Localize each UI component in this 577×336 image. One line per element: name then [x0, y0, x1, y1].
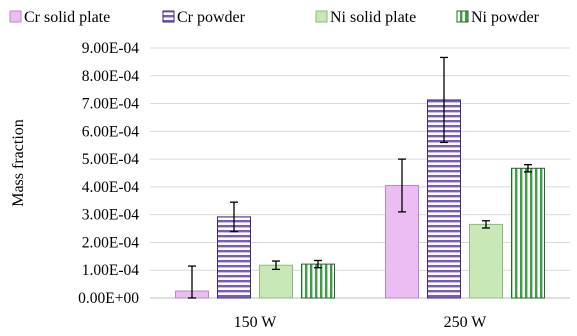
y-tick-label: 9.00E-04 — [82, 40, 140, 57]
legend-swatch — [315, 10, 328, 23]
y-tick-label: 2.00E-04 — [82, 234, 140, 251]
y-tick-label: 7.00E-04 — [82, 96, 140, 113]
gridlines — [150, 47, 570, 299]
legend-label: Cr powder — [177, 9, 246, 26]
bar — [259, 264, 293, 299]
x-axis-ticks: 150 W 250 W — [234, 314, 488, 331]
legend: Cr solid plate Cr powder Ni solid plate Ni … — [9, 9, 540, 26]
y-tick-label: 6.00E-04 — [82, 123, 140, 140]
y-tick-label: 5.00E-04 — [82, 151, 140, 168]
legend-swatch — [9, 10, 22, 23]
bar — [301, 263, 335, 299]
bar — [385, 185, 419, 299]
legend-swatch — [162, 10, 175, 23]
y-tick-label: 3.00E-04 — [82, 207, 140, 224]
y-tick-label: 8.00E-04 — [82, 68, 140, 85]
y-axis-ticks: 0.00E+00 1.00E-04 2.00E-04 3.00E-04 4.00E-04… — [78, 40, 139, 307]
x-tick-label: 150 W — [234, 314, 278, 331]
x-tick-label: 250 W — [444, 314, 488, 331]
y-axis-label: Mass fraction — [10, 119, 27, 207]
bar — [469, 223, 503, 299]
y-tick-label: 1.00E-04 — [82, 262, 140, 279]
legend-label: Cr solid plate — [24, 9, 110, 26]
y-tick-label: 0.00E+00 — [78, 290, 139, 307]
error-bars — [188, 56, 532, 299]
legend-label: Ni powder — [471, 9, 540, 26]
legend-swatch — [456, 10, 469, 23]
bars — [175, 99, 545, 299]
bar — [511, 167, 545, 299]
legend-label: Ni solid plate — [330, 9, 416, 26]
y-tick-label: 4.00E-04 — [82, 179, 140, 196]
